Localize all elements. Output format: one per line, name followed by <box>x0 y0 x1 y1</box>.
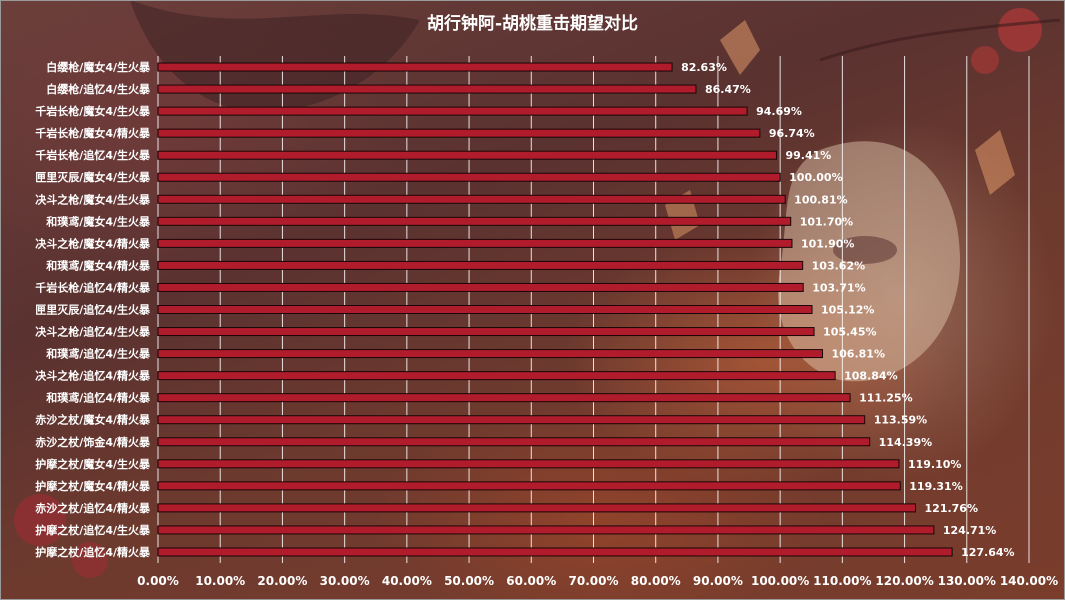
category-label-20: 赤沙之杖/追忆4/精火暴 <box>35 501 151 515</box>
category-label-19: 护摩之杖/魔女4/精火暴 <box>35 479 151 493</box>
value-label-19: 119.31% <box>909 480 962 493</box>
value-label-2: 94.69% <box>756 105 802 118</box>
category-label-8: 决斗之枪/魔女4/精火暴 <box>35 236 151 250</box>
value-label-21: 124.71% <box>943 524 996 537</box>
value-label-22: 127.64% <box>961 546 1014 559</box>
bar-16 <box>157 415 866 425</box>
x-tick-label-14: 140.00% <box>1000 574 1058 588</box>
bar-5 <box>157 172 781 182</box>
category-label-0: 白缨枪/魔女4/生火暴 <box>46 60 151 74</box>
bar-10 <box>157 282 804 292</box>
category-label-17: 赤沙之杖/饰金4/精火暴 <box>35 435 151 449</box>
x-tick-label-3: 30.00% <box>320 574 370 588</box>
value-label-8: 101.90% <box>801 237 854 250</box>
category-label-1: 白缨枪/追忆4/生火暴 <box>46 82 151 96</box>
x-tick-label-8: 80.00% <box>631 574 681 588</box>
value-label-1: 86.47% <box>705 83 751 96</box>
bar-8 <box>157 238 793 248</box>
bar-15 <box>157 393 851 403</box>
x-tick-label-0: 0.00% <box>137 574 179 588</box>
bar-2 <box>157 106 748 116</box>
x-tick-label-4: 40.00% <box>382 574 432 588</box>
bar-14 <box>157 371 836 381</box>
category-label-4: 千岩长枪/追忆4/生火暴 <box>35 148 151 162</box>
category-label-3: 千岩长枪/魔女4/精火暴 <box>35 126 151 140</box>
bar-9 <box>157 260 804 270</box>
value-label-17: 114.39% <box>879 436 932 449</box>
value-label-5: 100.00% <box>789 171 842 184</box>
bar-19 <box>157 481 901 491</box>
value-label-3: 96.74% <box>769 127 815 140</box>
value-label-9: 103.62% <box>812 259 865 272</box>
category-label-7: 和璞鸢/魔女4/生火暴 <box>46 214 151 228</box>
category-label-22: 护摩之杖/追忆4/精火暴 <box>35 545 151 559</box>
x-tick-label-2: 20.00% <box>257 574 307 588</box>
category-label-5: 匣里灭辰/魔女4/生火暴 <box>35 170 151 184</box>
bar-18 <box>157 459 900 469</box>
value-label-16: 113.59% <box>874 414 927 427</box>
x-tick-label-6: 60.00% <box>506 574 556 588</box>
bar-6 <box>157 194 786 204</box>
bar-3 <box>157 128 761 138</box>
value-label-11: 105.12% <box>821 304 874 317</box>
value-label-14: 108.84% <box>844 370 897 383</box>
value-label-6: 100.81% <box>794 193 847 206</box>
bar-1 <box>157 84 697 94</box>
value-label-12: 105.45% <box>823 326 876 339</box>
value-label-15: 111.25% <box>859 392 912 405</box>
x-tick-label-9: 90.00% <box>693 574 743 588</box>
value-label-18: 119.10% <box>908 458 961 471</box>
x-tick-label-5: 50.00% <box>444 574 494 588</box>
bar-21 <box>157 525 935 535</box>
category-label-16: 赤沙之杖/魔女4/精火暴 <box>35 413 151 427</box>
bar-12 <box>157 327 815 337</box>
value-label-0: 82.63% <box>681 61 727 74</box>
category-label-11: 匣里灭辰/追忆4/生火暴 <box>35 303 151 317</box>
value-label-13: 106.81% <box>832 348 885 361</box>
bar-11 <box>157 305 813 314</box>
x-tick-label-10: 100.00% <box>751 574 809 588</box>
x-tick-label-1: 10.00% <box>195 574 245 588</box>
category-label-13: 和璞鸢/追忆4/生火暴 <box>46 347 151 361</box>
chart-title: 胡行钟阿-胡桃重击期望对比 <box>426 14 639 34</box>
x-tick-label-12: 120.00% <box>875 574 933 588</box>
x-tick-label-13: 130.00% <box>938 574 996 588</box>
category-label-15: 和璞鸢/追忆4/精火暴 <box>46 391 151 405</box>
category-label-9: 和璞鸢/魔女4/精火暴 <box>46 258 151 272</box>
category-label-21: 护摩之杖/追忆4/生火暴 <box>35 523 151 537</box>
bar-0 <box>157 62 673 72</box>
category-label-18: 护摩之杖/魔女4/生火暴 <box>35 457 151 471</box>
bar-7 <box>157 216 792 226</box>
bar-22 <box>157 547 953 557</box>
value-label-10: 103.71% <box>812 281 865 294</box>
value-label-7: 101.70% <box>800 215 853 228</box>
bar-17 <box>157 437 871 447</box>
category-label-10: 千岩长枪/追忆4/精火暴 <box>35 280 151 294</box>
category-label-12: 决斗之枪/追忆4/生火暴 <box>35 325 151 339</box>
value-label-4: 99.41% <box>785 149 831 162</box>
bar-13 <box>157 349 824 359</box>
value-label-20: 121.76% <box>925 502 978 515</box>
category-label-6: 决斗之枪/魔女4/生火暴 <box>35 192 151 206</box>
category-label-14: 决斗之枪/追忆4/精火暴 <box>35 369 151 383</box>
bar-4 <box>157 150 777 160</box>
bar-20 <box>157 503 917 513</box>
category-label-2: 千岩长枪/魔女4/生火暴 <box>35 104 151 118</box>
x-tick-label-7: 70.00% <box>569 574 619 588</box>
x-tick-label-11: 110.00% <box>813 574 871 588</box>
